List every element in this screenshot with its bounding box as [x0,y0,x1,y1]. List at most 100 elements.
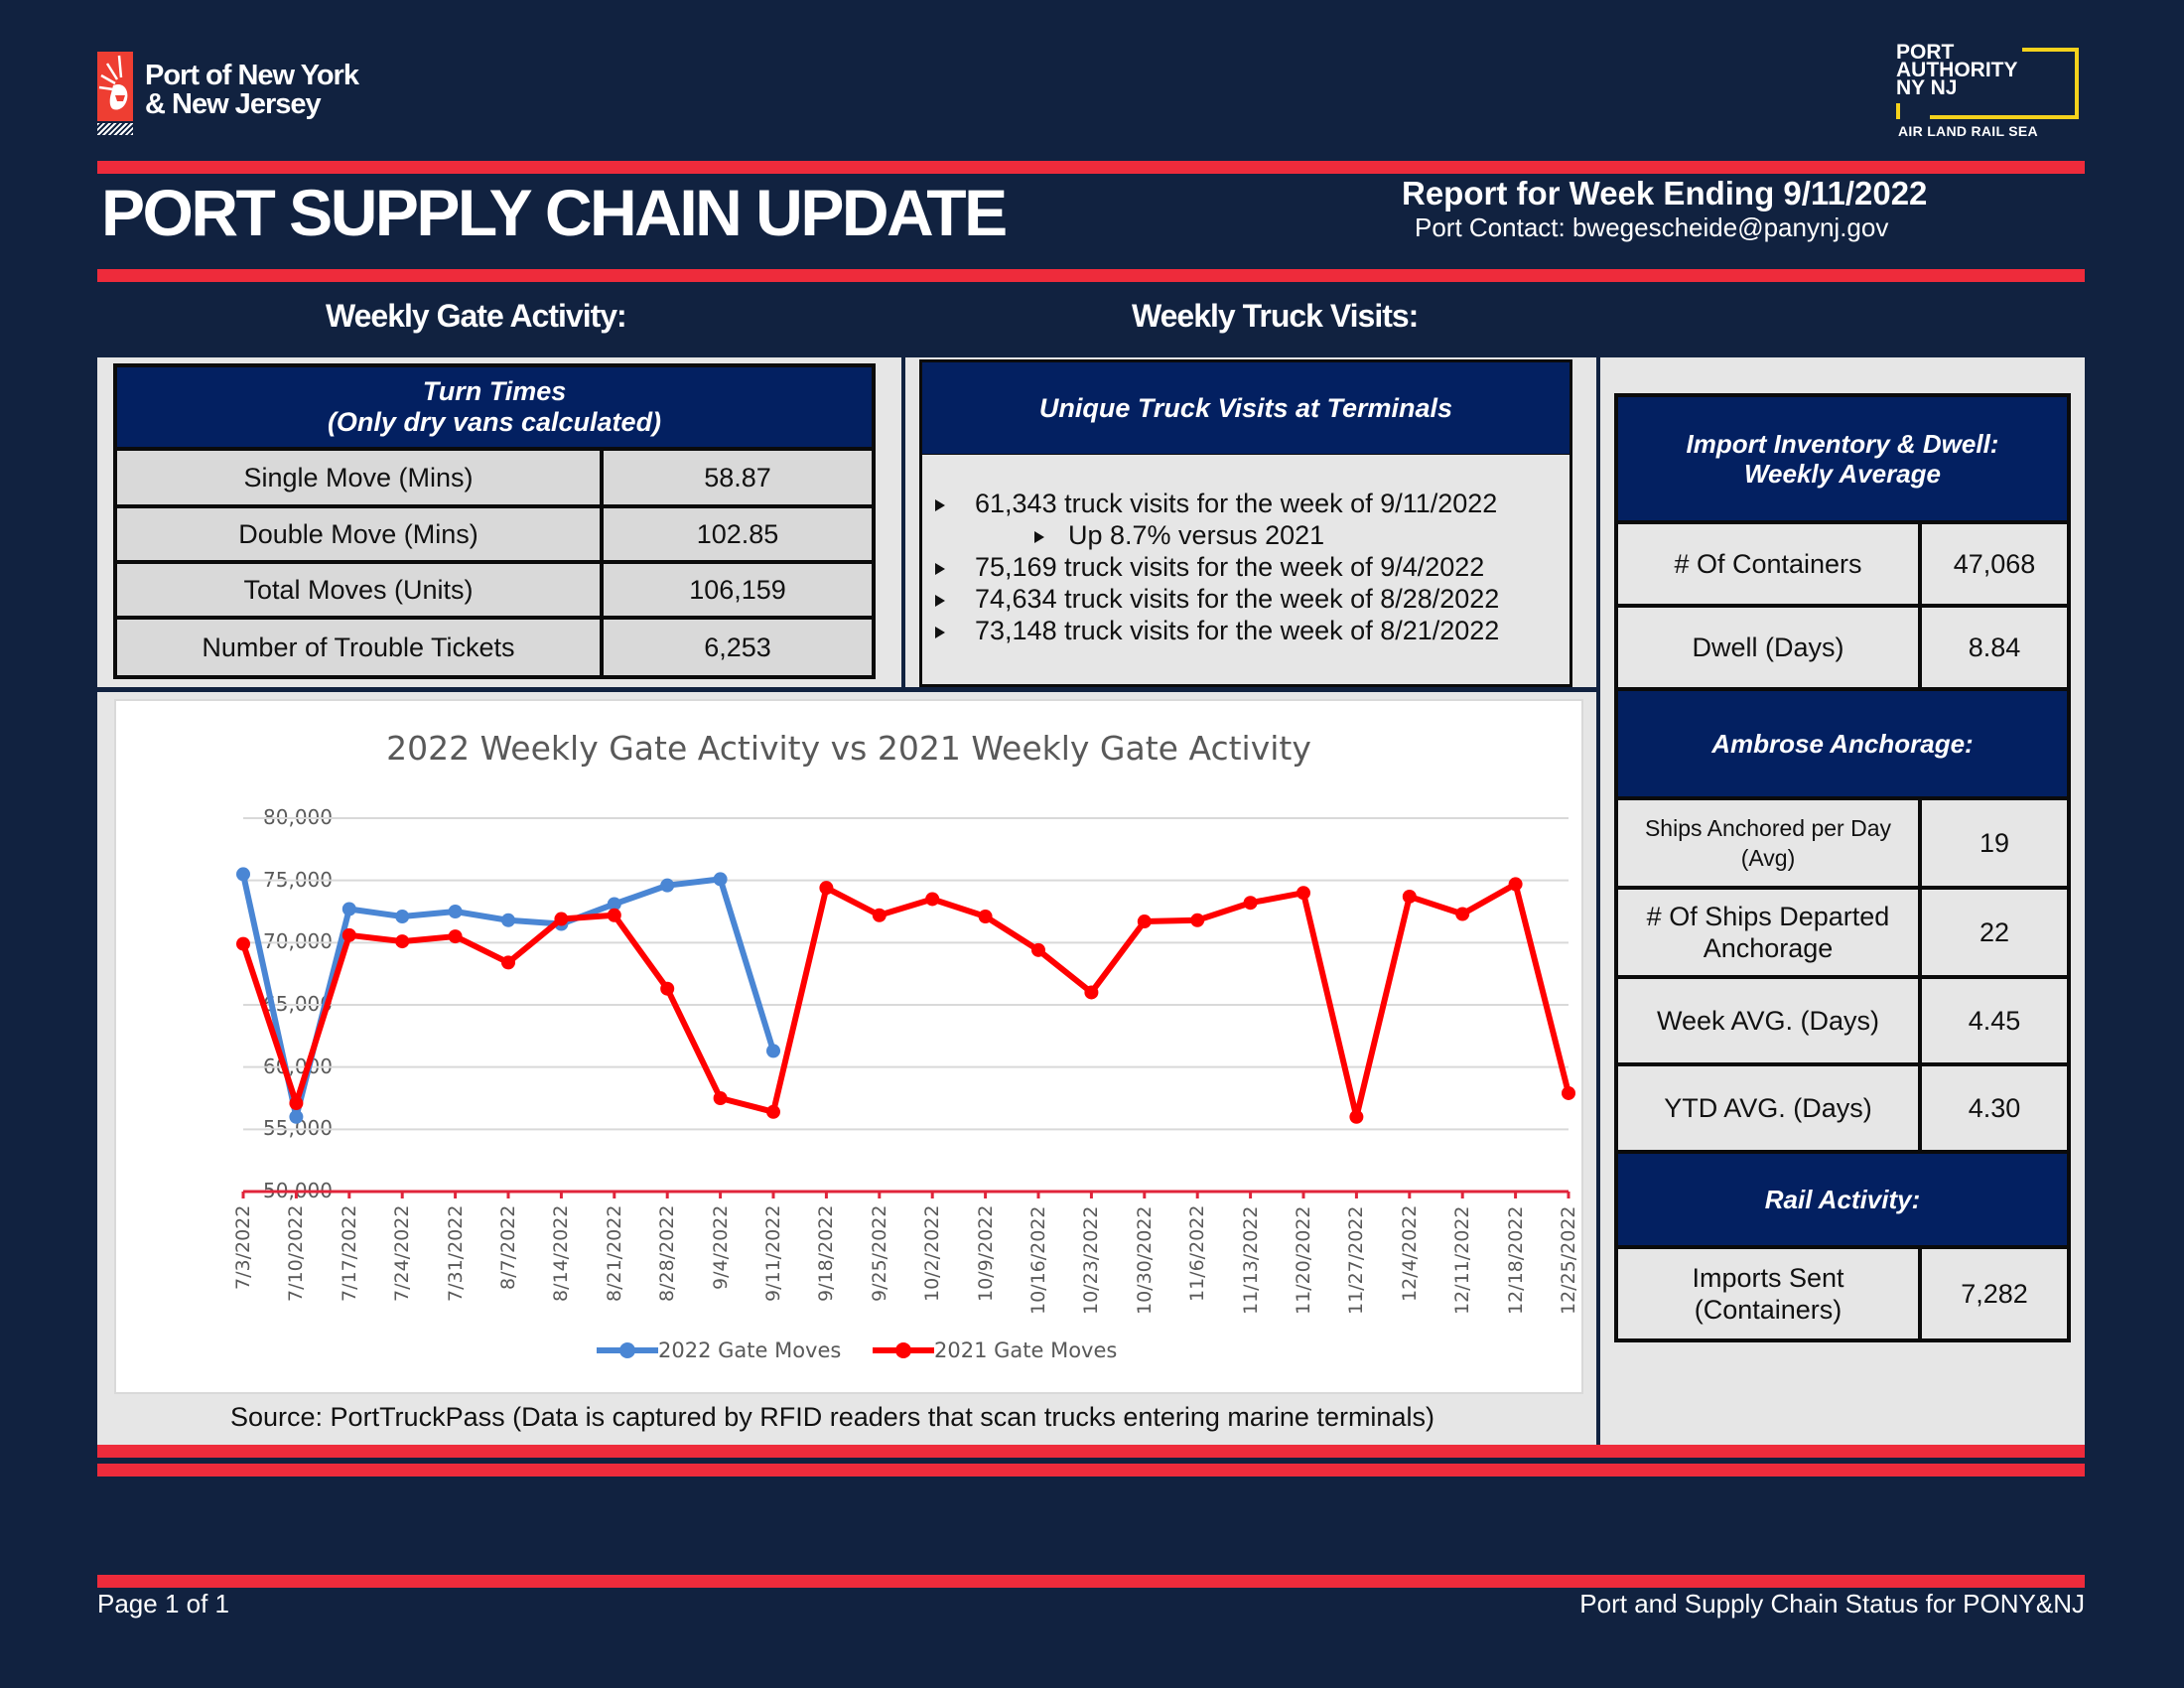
data-point [341,902,356,916]
legend-label: 2022 Gate Moves [658,1338,842,1362]
data-point [925,892,940,907]
x-tick-label: 9/4/2022 [709,1204,732,1290]
row-value: 102.85 [600,504,876,564]
table-row: Dwell (Days) 8.84 [1614,604,2071,691]
row-label: Double Move (Mins) [113,504,604,564]
gate-activity-chart: 2022 Weekly Gate Activity vs 2021 Weekly… [114,699,1583,1394]
x-tick-label: 7/3/2022 [232,1204,254,1290]
legend-marker-red-icon [873,1342,934,1358]
page-title: PORT SUPPLY CHAIN UPDATE [101,176,1008,249]
import-inventory-subtitle: Weekly Average [1743,459,1941,489]
row-label: # Of Containers [1614,520,1922,608]
data-point [289,1109,304,1124]
x-tick-label: 10/16/2022 [1027,1205,1049,1315]
table-row: Number of Trouble Tickets 6,253 [113,616,876,679]
port-logo-line1: Port of New York [145,60,359,91]
row-label-line2: (Avg) [1740,845,1796,871]
data-point [1084,985,1099,1000]
report-week: Report for Week Ending 9/11/2022 [1402,175,1928,211]
divider-red-bottom-2 [97,1464,2085,1477]
data-point [766,1104,780,1119]
divider-red-top [97,161,2085,174]
data-point [341,927,356,942]
ambrose-header: Ambrose Anchorage: [1614,687,2071,800]
bullet-triangle-icon [935,626,945,638]
panel-divider [1596,357,1600,1445]
row-label: Dwell (Days) [1614,604,1922,691]
x-tick-label: 7/10/2022 [285,1204,308,1302]
x-tick-label: 11/20/2022 [1293,1205,1314,1315]
series-line-2021 [240,881,1571,1120]
panel-divider [901,357,905,690]
chart-plot-area [236,817,1575,1198]
data-point [660,981,675,996]
x-tick-label: 10/9/2022 [974,1204,997,1302]
row-value: 8.84 [1918,604,2071,691]
row-value: 19 [1918,796,2071,890]
truck-visits-heading: Weekly Truck Visits: [1132,298,1419,334]
x-tick-label: 12/11/2022 [1451,1205,1474,1315]
port-contact[interactable]: Port Contact: bwegescheide@panynj.gov [1415,212,1889,242]
legend-item-2021: 2021 Gate Moves [873,1338,1117,1362]
row-label-line1: Ships Anchored per Day [1644,815,1892,841]
data-point [1349,1109,1364,1124]
list-item: 73,148 truck visits for the week of 8/21… [935,616,1499,646]
x-tick-label: 11/27/2022 [1345,1205,1368,1315]
list-item-text: Up 8.7% versus 2021 [1068,520,1325,550]
data-point [289,1096,304,1111]
x-tick-label: 10/23/2022 [1080,1205,1103,1315]
data-point [1190,913,1205,927]
data-point [395,934,410,949]
data-point [872,908,887,922]
data-point [607,897,621,912]
waves-icon [97,123,133,135]
data-point [1455,907,1470,921]
table-row: YTD AVG. (Days) 4.30 [1614,1062,2071,1154]
row-label: Week AVG. (Days) [1614,975,1922,1066]
chart-source-note: Source: PortTruckPass (Data is captured … [230,1402,1434,1432]
table-row: Ships Anchored per Day (Avg) 19 [1614,796,2071,890]
gate-activity-heading: Weekly Gate Activity: [326,298,627,334]
data-point [1137,914,1152,929]
row-value: 4.45 [1918,975,2071,1066]
data-point [1243,896,1258,911]
y-tick-label: 75,000 [263,867,333,892]
row-label: Single Move (Mins) [113,447,604,508]
data-point [978,910,993,924]
list-item-sub: Up 8.7% versus 2021 [1034,520,1324,551]
list-item: 61,343 truck visits for the week of 9/11… [935,489,1497,519]
import-inventory-table: Import Inventory & Dwell: Weekly Average… [1614,393,2071,1342]
list-item-text: 74,634 truck visits for the week of 8/28… [975,584,1500,614]
x-tick-label: 12/4/2022 [1398,1204,1421,1302]
panel-divider [97,687,1598,692]
data-point [1297,886,1310,901]
data-point [448,929,463,944]
y-tick-label: 60,000 [263,1054,333,1078]
series-line-2022 [240,873,776,1120]
list-item: 74,634 truck visits for the week of 8/28… [935,584,1499,615]
list-item-text: 75,169 truck visits for the week of 9/4/… [975,552,1485,582]
data-point [660,878,675,893]
rail-header: Rail Activity: [1614,1150,2071,1249]
divider-red-title-bottom [97,269,2085,282]
list-item: 75,169 truck visits for the week of 9/4/… [935,552,1484,583]
divider-red-bottom [97,1445,2085,1458]
table-row: Total Moves (Units) 106,159 [113,560,876,620]
x-tick-label: 9/18/2022 [815,1204,838,1302]
x-tick-label: 8/28/2022 [656,1204,679,1302]
logo-frame-corner [1896,103,1900,119]
data-point [713,1091,728,1105]
data-point [1402,889,1417,904]
pa-logo-tagline: AIR LAND RAIL SEA [1898,123,2038,139]
divider-red-footer [97,1575,2085,1588]
data-point [236,936,250,951]
list-item-text: 73,148 truck visits for the week of 8/21… [975,616,1500,645]
legend-item-2022: 2022 Gate Moves [597,1338,841,1362]
x-tick-label: 10/30/2022 [1133,1205,1156,1315]
data-point [236,867,250,882]
page-number: Page 1 of 1 [97,1589,229,1618]
pa-logo-line1: PORT [1896,41,1955,64]
data-point [1508,877,1523,892]
import-inventory-header: Import Inventory & Dwell: Weekly Average [1614,393,2071,524]
table-row: Single Move (Mins) 58.87 [113,447,876,508]
